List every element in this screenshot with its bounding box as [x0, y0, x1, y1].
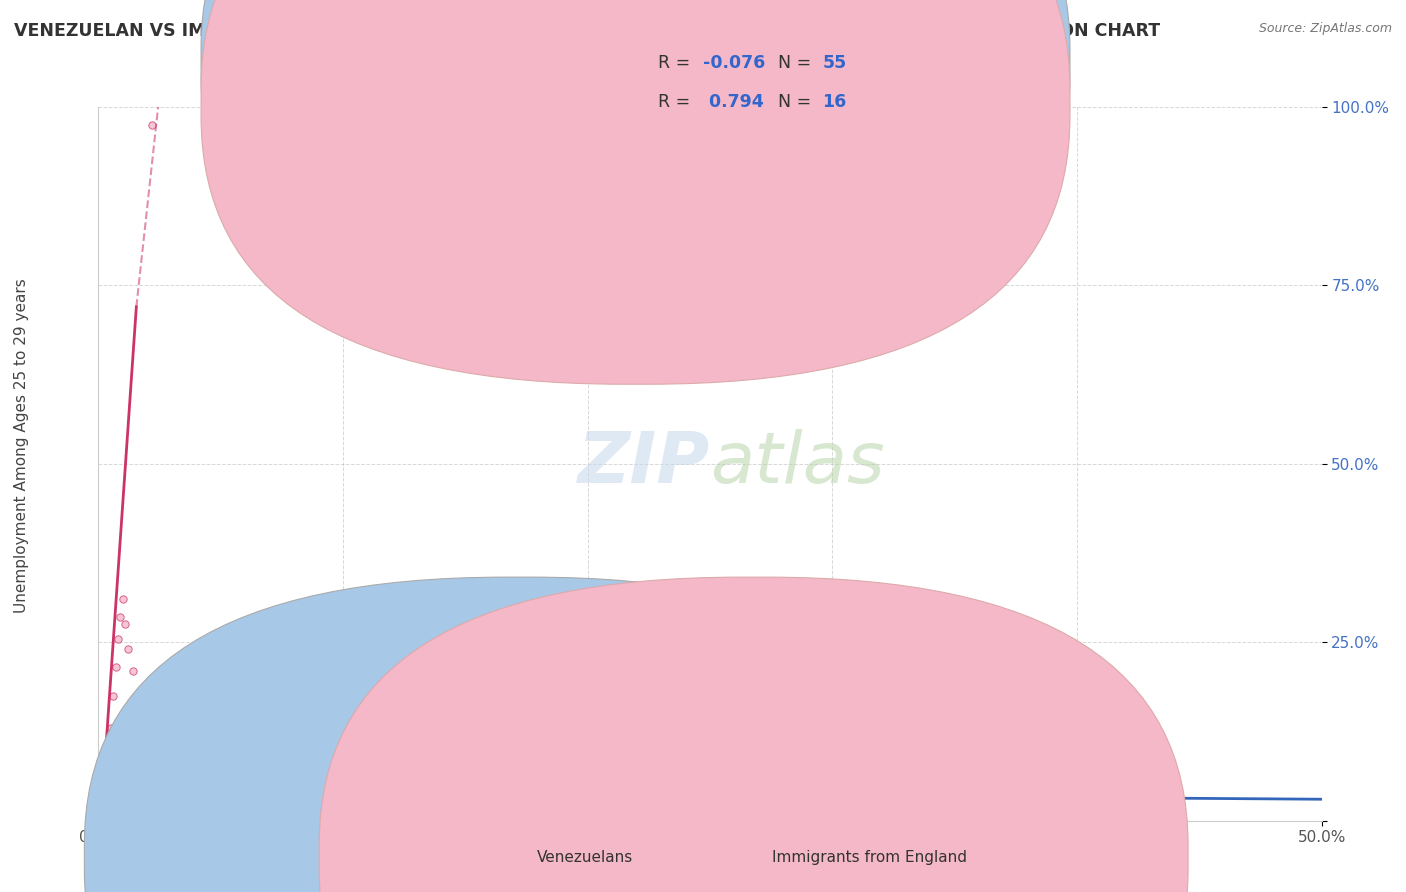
- Text: ZIP: ZIP: [578, 429, 710, 499]
- Point: [141, 767, 163, 781]
- Point: [332, 781, 354, 796]
- Text: atlas: atlas: [710, 429, 884, 499]
- Point: [101, 792, 124, 806]
- Point: [139, 774, 162, 789]
- Point: [180, 767, 202, 781]
- Point: [100, 721, 122, 735]
- Point: [91, 796, 114, 810]
- Text: R =: R =: [658, 54, 696, 71]
- Point: [94, 774, 117, 789]
- Point: [131, 781, 153, 796]
- Point: [91, 794, 114, 808]
- Text: Venezuelans: Venezuelans: [537, 850, 633, 864]
- Text: Unemployment Among Ages 25 to 29 years: Unemployment Among Ages 25 to 29 years: [14, 278, 28, 614]
- Point: [121, 664, 143, 678]
- Point: [104, 660, 127, 674]
- Text: -0.076: -0.076: [703, 54, 765, 71]
- Point: [94, 785, 117, 799]
- Point: [141, 118, 163, 132]
- Point: [97, 792, 120, 806]
- Point: [821, 789, 844, 803]
- Point: [153, 767, 176, 781]
- Point: [1017, 790, 1039, 805]
- Point: [114, 789, 136, 803]
- Point: [100, 783, 122, 797]
- Point: [308, 780, 330, 794]
- Point: [111, 592, 134, 607]
- Point: [90, 792, 112, 806]
- Point: [97, 749, 120, 764]
- Point: [136, 778, 159, 792]
- Point: [97, 787, 120, 801]
- Point: [107, 796, 129, 810]
- Point: [124, 785, 146, 799]
- Point: [101, 689, 124, 703]
- Point: [205, 771, 228, 785]
- Point: [283, 778, 305, 792]
- Point: [197, 774, 219, 789]
- Point: [94, 790, 117, 805]
- Point: [173, 771, 195, 785]
- Point: [110, 792, 132, 806]
- Point: [104, 789, 127, 803]
- Point: [381, 785, 404, 799]
- Point: [111, 783, 134, 797]
- Point: [127, 689, 149, 703]
- Point: [160, 774, 183, 789]
- Point: [114, 617, 136, 632]
- Text: N =: N =: [778, 94, 817, 112]
- Point: [117, 778, 139, 792]
- Point: [214, 767, 236, 781]
- Point: [222, 774, 245, 789]
- Point: [104, 794, 127, 808]
- Point: [136, 721, 159, 735]
- Point: [166, 764, 188, 778]
- Point: [190, 771, 212, 785]
- Point: [149, 771, 172, 785]
- Point: [111, 796, 134, 810]
- Point: [1164, 796, 1187, 810]
- Point: [134, 771, 156, 785]
- Point: [131, 703, 153, 717]
- Point: [246, 774, 269, 789]
- Point: [100, 794, 122, 808]
- Point: [117, 642, 139, 657]
- Point: [1102, 792, 1125, 806]
- Point: [1115, 794, 1137, 808]
- Text: 16: 16: [823, 94, 846, 112]
- Point: [121, 780, 143, 794]
- Text: 0.794: 0.794: [703, 94, 763, 112]
- Point: [356, 783, 378, 797]
- Point: [259, 772, 281, 787]
- Point: [90, 801, 112, 815]
- Text: VENEZUELAN VS IMMIGRANTS FROM ENGLAND UNEMPLOYMENT AMONG AGES 25 TO 29 YEARS COR: VENEZUELAN VS IMMIGRANTS FROM ENGLAND UN…: [14, 22, 1160, 40]
- Point: [107, 785, 129, 799]
- Text: N =: N =: [778, 54, 817, 71]
- Point: [110, 610, 132, 624]
- Point: [91, 789, 114, 803]
- Point: [101, 787, 124, 801]
- Point: [120, 783, 142, 797]
- Point: [107, 632, 129, 646]
- Point: [110, 787, 132, 801]
- Text: R =: R =: [658, 94, 696, 112]
- Text: Immigrants from England: Immigrants from England: [772, 850, 967, 864]
- Point: [127, 774, 149, 789]
- Point: [943, 787, 966, 801]
- Text: Source: ZipAtlas.com: Source: ZipAtlas.com: [1258, 22, 1392, 36]
- Text: 55: 55: [823, 54, 846, 71]
- Point: [233, 778, 256, 792]
